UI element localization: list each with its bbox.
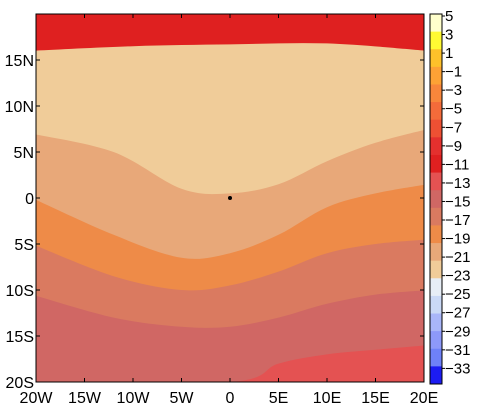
colorbar-label: −3: [445, 82, 462, 99]
colorbar-label: 1: [445, 45, 453, 62]
colorbar-label: −11: [445, 156, 469, 173]
colorbar-label: −29: [445, 323, 470, 340]
colorbar-swatch: [430, 225, 442, 244]
colorbar-swatch: [430, 66, 442, 85]
colorbar-swatch: [430, 190, 442, 209]
contour-fill: [36, 14, 424, 382]
colorbar-swatch: [430, 366, 442, 385]
colorbar-label: −1: [445, 64, 462, 81]
x-tick-label: 0: [226, 390, 235, 407]
colorbar-swatch: [430, 14, 442, 33]
colorbar-label: −21: [445, 249, 470, 266]
colorbar-label: −27: [445, 305, 470, 322]
marker-layer: [228, 196, 232, 200]
y-tick-label: 5S: [14, 237, 34, 254]
colorbar-swatch: [430, 331, 442, 350]
colorbar-swatch: [430, 31, 442, 50]
colorbar-swatch: [430, 137, 442, 156]
x-tick-label: 5E: [269, 390, 289, 407]
colorbar-swatch: [430, 172, 442, 191]
colorbar-swatch: [430, 313, 442, 332]
colorbar-swatch: [430, 84, 442, 103]
y-tick-label: 15N: [5, 53, 34, 70]
location-marker: [228, 196, 232, 200]
colorbar-swatch: [430, 348, 442, 367]
colorbar-swatch: [430, 102, 442, 121]
x-tick-label: 15W: [68, 390, 102, 407]
colorbar-label: −31: [445, 342, 470, 359]
colorbar-label: −5: [445, 101, 462, 118]
x-tick-label: 20E: [410, 390, 438, 407]
colorbar-frame: [429, 13, 443, 385]
x-tick-label: 15E: [361, 390, 389, 407]
x-tick-label: 5W: [170, 390, 195, 407]
colorbar-label: −17: [445, 212, 470, 229]
y-tick-label: 10N: [5, 99, 34, 116]
colorbar-swatch: [430, 260, 442, 279]
colorbar-label: 3: [445, 27, 453, 44]
colorbar-label: −33: [445, 360, 470, 377]
x-tick-label: 10W: [117, 390, 151, 407]
colorbar-label: 5: [445, 8, 453, 25]
colorbar-label: −7: [445, 119, 462, 136]
colorbar-label: −23: [445, 268, 470, 285]
colorbar-swatch: [430, 278, 442, 297]
colorbar-swatch: [430, 243, 442, 262]
x-tick-label: 10E: [313, 390, 341, 407]
colorbar-label: −19: [445, 231, 470, 248]
y-tick-label: 5N: [14, 145, 34, 162]
y-tick-label: 0: [25, 191, 34, 208]
y-tick-label: 20S: [6, 375, 34, 392]
x-tick-label: 20W: [20, 390, 54, 407]
y-tick-label: 10S: [6, 283, 34, 300]
colorbar-swatch: [430, 154, 442, 174]
contour-band: [230, 345, 424, 382]
colorbar: 5 31 −1−3 −5−7 −9−11 −13−15 −17 −19−21 −23−25 −27…: [429, 8, 470, 385]
x-axis: 20W 15W 10W 5W 0 5E 10E 15E 20E: [20, 14, 438, 407]
y-axis: 15N 10N 5N 0 5S 10S 15S 20S: [5, 53, 424, 392]
colorbar-label: −9: [445, 138, 462, 155]
colorbar-swatch: [430, 295, 442, 315]
y-tick-label: 15S: [6, 329, 34, 346]
colorbar-swatch: [430, 207, 442, 226]
colorbar-swatch: [430, 49, 442, 68]
colorbar-swatch: [430, 119, 442, 138]
colorbar-label: −13: [445, 175, 470, 192]
colorbar-label: −25: [445, 286, 470, 303]
colorbar-label: −15: [445, 193, 470, 210]
